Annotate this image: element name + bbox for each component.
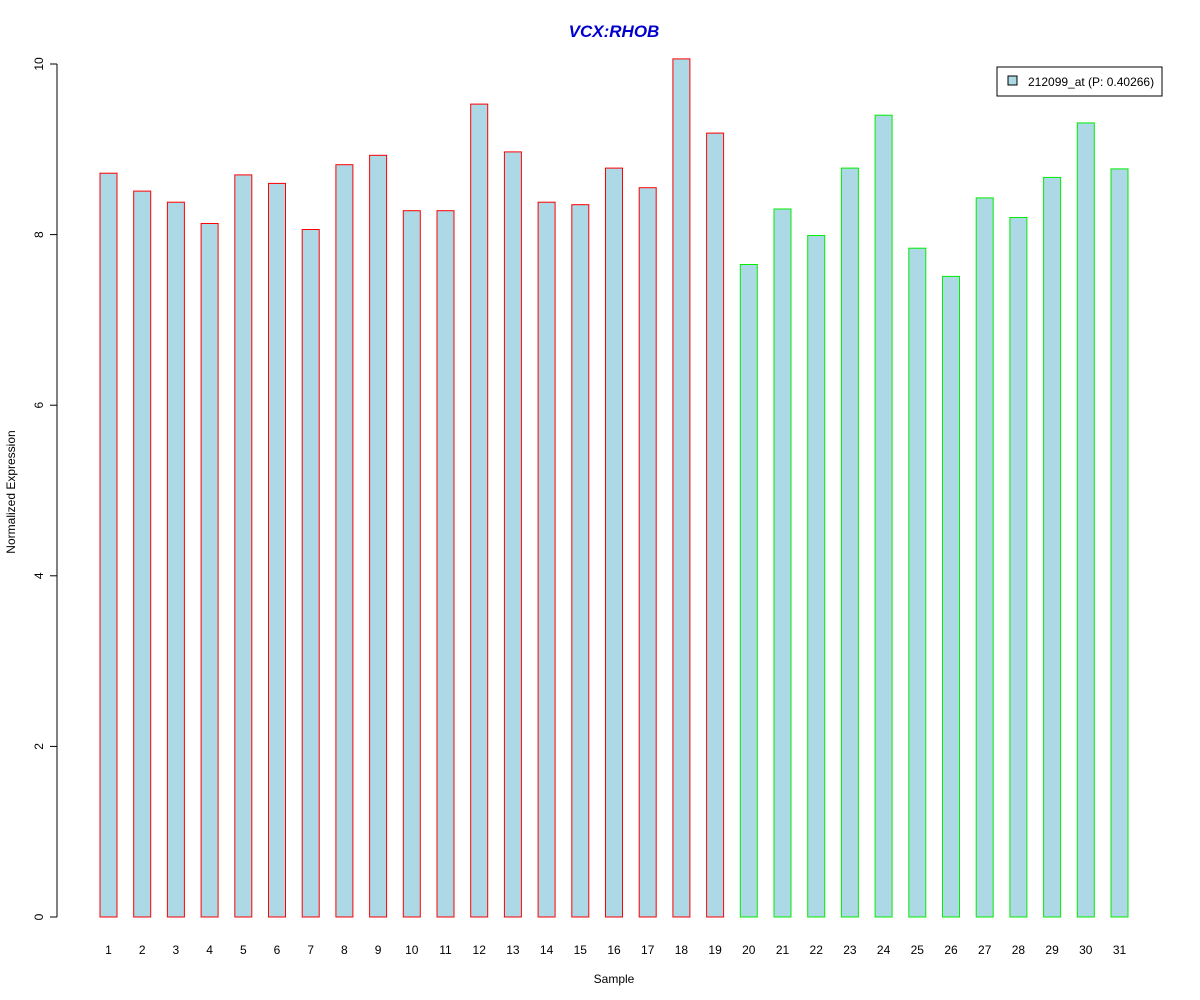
bar-sample-12 (470, 103, 489, 918)
legend: 212099_at (P: 0.40266) (996, 66, 1163, 97)
x-tick-label: 25 (911, 943, 925, 957)
y-tick-label: 4 (32, 572, 46, 579)
bar-sample-29 (1043, 176, 1062, 918)
bar-sample-30 (1076, 122, 1095, 918)
x-tick-label: 1 (105, 943, 112, 957)
bars (99, 58, 1129, 918)
x-tick-label: 26 (944, 943, 958, 957)
y-tick-label: 2 (32, 743, 46, 750)
x-tick-label: 9 (375, 943, 382, 957)
bar-sample-17 (638, 187, 657, 918)
bar-sample-20 (739, 264, 758, 918)
bar-sample-10 (402, 210, 421, 918)
x-tick-label: 11 (439, 943, 452, 957)
x-tick-label: 22 (810, 943, 824, 957)
x-tick-label: 5 (240, 943, 247, 957)
y-tick-label: 10 (32, 57, 46, 71)
bar-sample-27 (975, 197, 994, 918)
bar-sample-11 (436, 210, 455, 918)
x-tick-label: 3 (173, 943, 180, 957)
y-tick-label: 8 (32, 231, 46, 238)
bar-sample-15 (571, 204, 590, 918)
x-tick-label: 12 (473, 943, 487, 957)
chart-title: VCX:RHOB (569, 22, 660, 41)
bar-sample-31 (1110, 168, 1129, 918)
x-tick-label: 24 (877, 943, 891, 957)
y-tick-label: 0 (32, 913, 46, 920)
bar-sample-23 (840, 167, 859, 918)
bar-sample-18 (672, 58, 691, 918)
bar-sample-6 (268, 182, 286, 918)
bar-sample-14 (537, 201, 556, 918)
x-tick-label: 19 (708, 943, 722, 957)
bar-sample-22 (807, 235, 826, 918)
x-tick-label: 27 (978, 943, 992, 957)
bar-sample-16 (605, 167, 623, 918)
y-axis-label: Normalized Expression (4, 430, 18, 553)
x-tick-label: 2 (139, 943, 146, 957)
x-tick-label: 16 (607, 943, 621, 957)
x-tick-label: 17 (641, 943, 655, 957)
bar-sample-21 (773, 208, 792, 918)
x-tick-label: 29 (1045, 943, 1059, 957)
x-tick-label: 20 (742, 943, 756, 957)
bar-sample-5 (234, 174, 253, 918)
bar-sample-1 (99, 172, 118, 918)
bar-sample-28 (1009, 217, 1028, 918)
bar-sample-25 (908, 247, 927, 918)
x-tick-label: 15 (574, 943, 588, 957)
x-tick-label: 31 (1113, 943, 1127, 957)
legend-swatch (1007, 75, 1018, 86)
bar-sample-8 (335, 164, 354, 918)
bar-sample-26 (942, 275, 960, 918)
x-tick-label: 30 (1079, 943, 1093, 957)
x-tick-label: 4 (206, 943, 213, 957)
legend-entry: 212099_at (P: 0.40266) (1028, 75, 1154, 89)
y-axis: 0 2 4 6 8 10 (32, 57, 58, 920)
bar-sample-3 (166, 201, 185, 918)
bar-sample-24 (874, 114, 893, 918)
x-tick-label: 10 (405, 943, 419, 957)
x-tick-label: 23 (843, 943, 857, 957)
x-axis-label: Sample (594, 972, 635, 986)
bar-sample-13 (503, 151, 522, 918)
x-tick-label: 8 (341, 943, 348, 957)
x-tick-label: 13 (506, 943, 520, 957)
x-tick-labels: 1 2 3 4 5 6 7 8 9 10 11 12 13 14 15 16 17 18 19 20 21 22 23 24 2… (105, 943, 1126, 957)
bar-sample-2 (133, 190, 152, 918)
bar-sample-7 (301, 229, 320, 918)
bar-sample-19 (706, 132, 725, 918)
bar-sample-9 (369, 154, 388, 918)
x-tick-label: 6 (274, 943, 281, 957)
legend-box (996, 66, 1163, 97)
x-tick-label: 7 (307, 943, 314, 957)
x-tick-label: 14 (540, 943, 554, 957)
x-tick-label: 28 (1012, 943, 1026, 957)
x-tick-label: 21 (776, 943, 790, 957)
bar-sample-4 (200, 223, 219, 918)
x-tick-label: 18 (675, 943, 689, 957)
y-tick-label: 6 (32, 402, 46, 409)
